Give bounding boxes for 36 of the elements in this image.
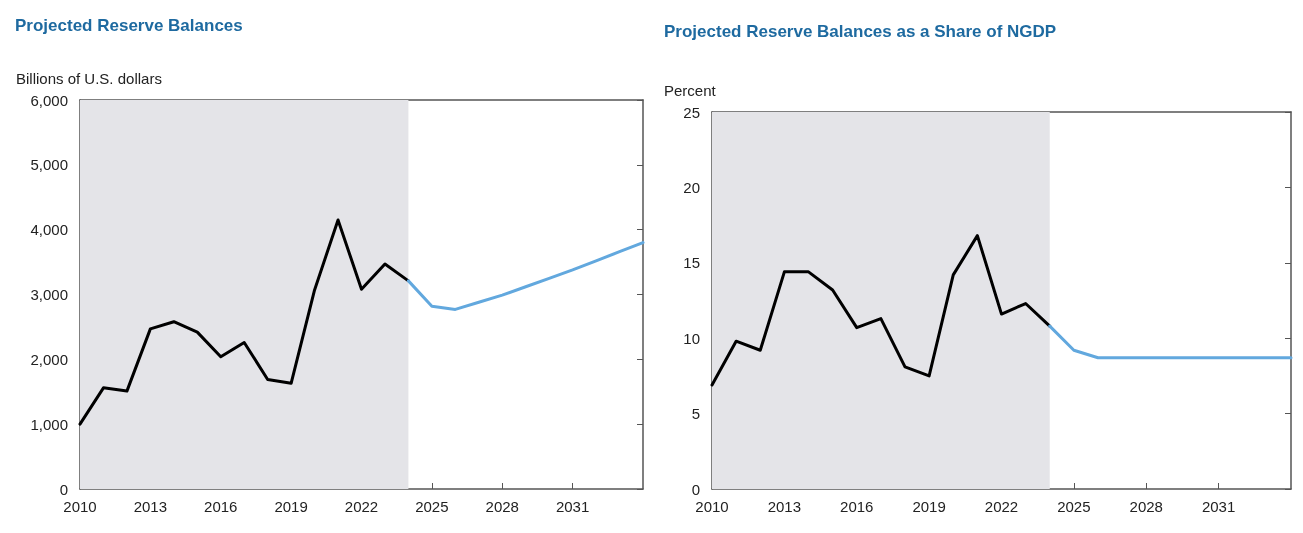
- y-axis-title: Billions of U.S. dollars: [16, 70, 162, 87]
- x-tick-label: 2022: [344, 498, 379, 515]
- line-series: [406, 241, 645, 311]
- x-tick-label: 2016: [204, 498, 238, 515]
- x-tick-label: 2025: [1057, 498, 1091, 515]
- line-series: [78, 218, 410, 426]
- y-tick-label: 3,000: [30, 286, 68, 303]
- x-tick-label: 2031: [1201, 498, 1236, 515]
- chart-title: Projected Reserve Balances as a Share of NGDP: [664, 22, 1057, 41]
- y-tick-label: 25: [683, 103, 700, 121]
- y-tick-label: 1,000: [30, 415, 68, 433]
- y-tick-label: 5,000: [30, 156, 68, 174]
- x-tick-label: 2013: [133, 498, 168, 515]
- x-tick-label: 2019: [274, 498, 308, 515]
- y-tick-label: 6,000: [30, 91, 68, 109]
- x-tick-label: 2028: [485, 498, 519, 515]
- y-tick-label: 4,000: [30, 221, 68, 239]
- y-tick-label: 10: [683, 329, 700, 347]
- x-tick-label: 2025: [415, 498, 449, 515]
- y-tick-label: 5: [691, 405, 700, 423]
- y-tick-label: 0: [59, 480, 68, 498]
- y-tick-label: 20: [683, 178, 700, 196]
- x-tick-label: 2010: [63, 498, 97, 515]
- x-tick-label: 2016: [840, 498, 874, 515]
- x-tick-label: 2010: [695, 498, 729, 515]
- y-tick-label: 0: [691, 480, 700, 498]
- chart-title: Projected Reserve Balances: [15, 16, 243, 35]
- y-tick-label: 15: [683, 254, 700, 272]
- x-tick-label: 2013: [767, 498, 802, 515]
- x-tick-label: 2019: [912, 498, 946, 515]
- x-tick-label: 2022: [984, 498, 1019, 515]
- y-tick-label: 2,000: [30, 350, 68, 368]
- x-tick-label: 2028: [1129, 498, 1163, 515]
- y-axis-title: Percent: [664, 82, 717, 99]
- line-series: [710, 234, 1052, 387]
- x-tick-label: 2031: [555, 498, 590, 515]
